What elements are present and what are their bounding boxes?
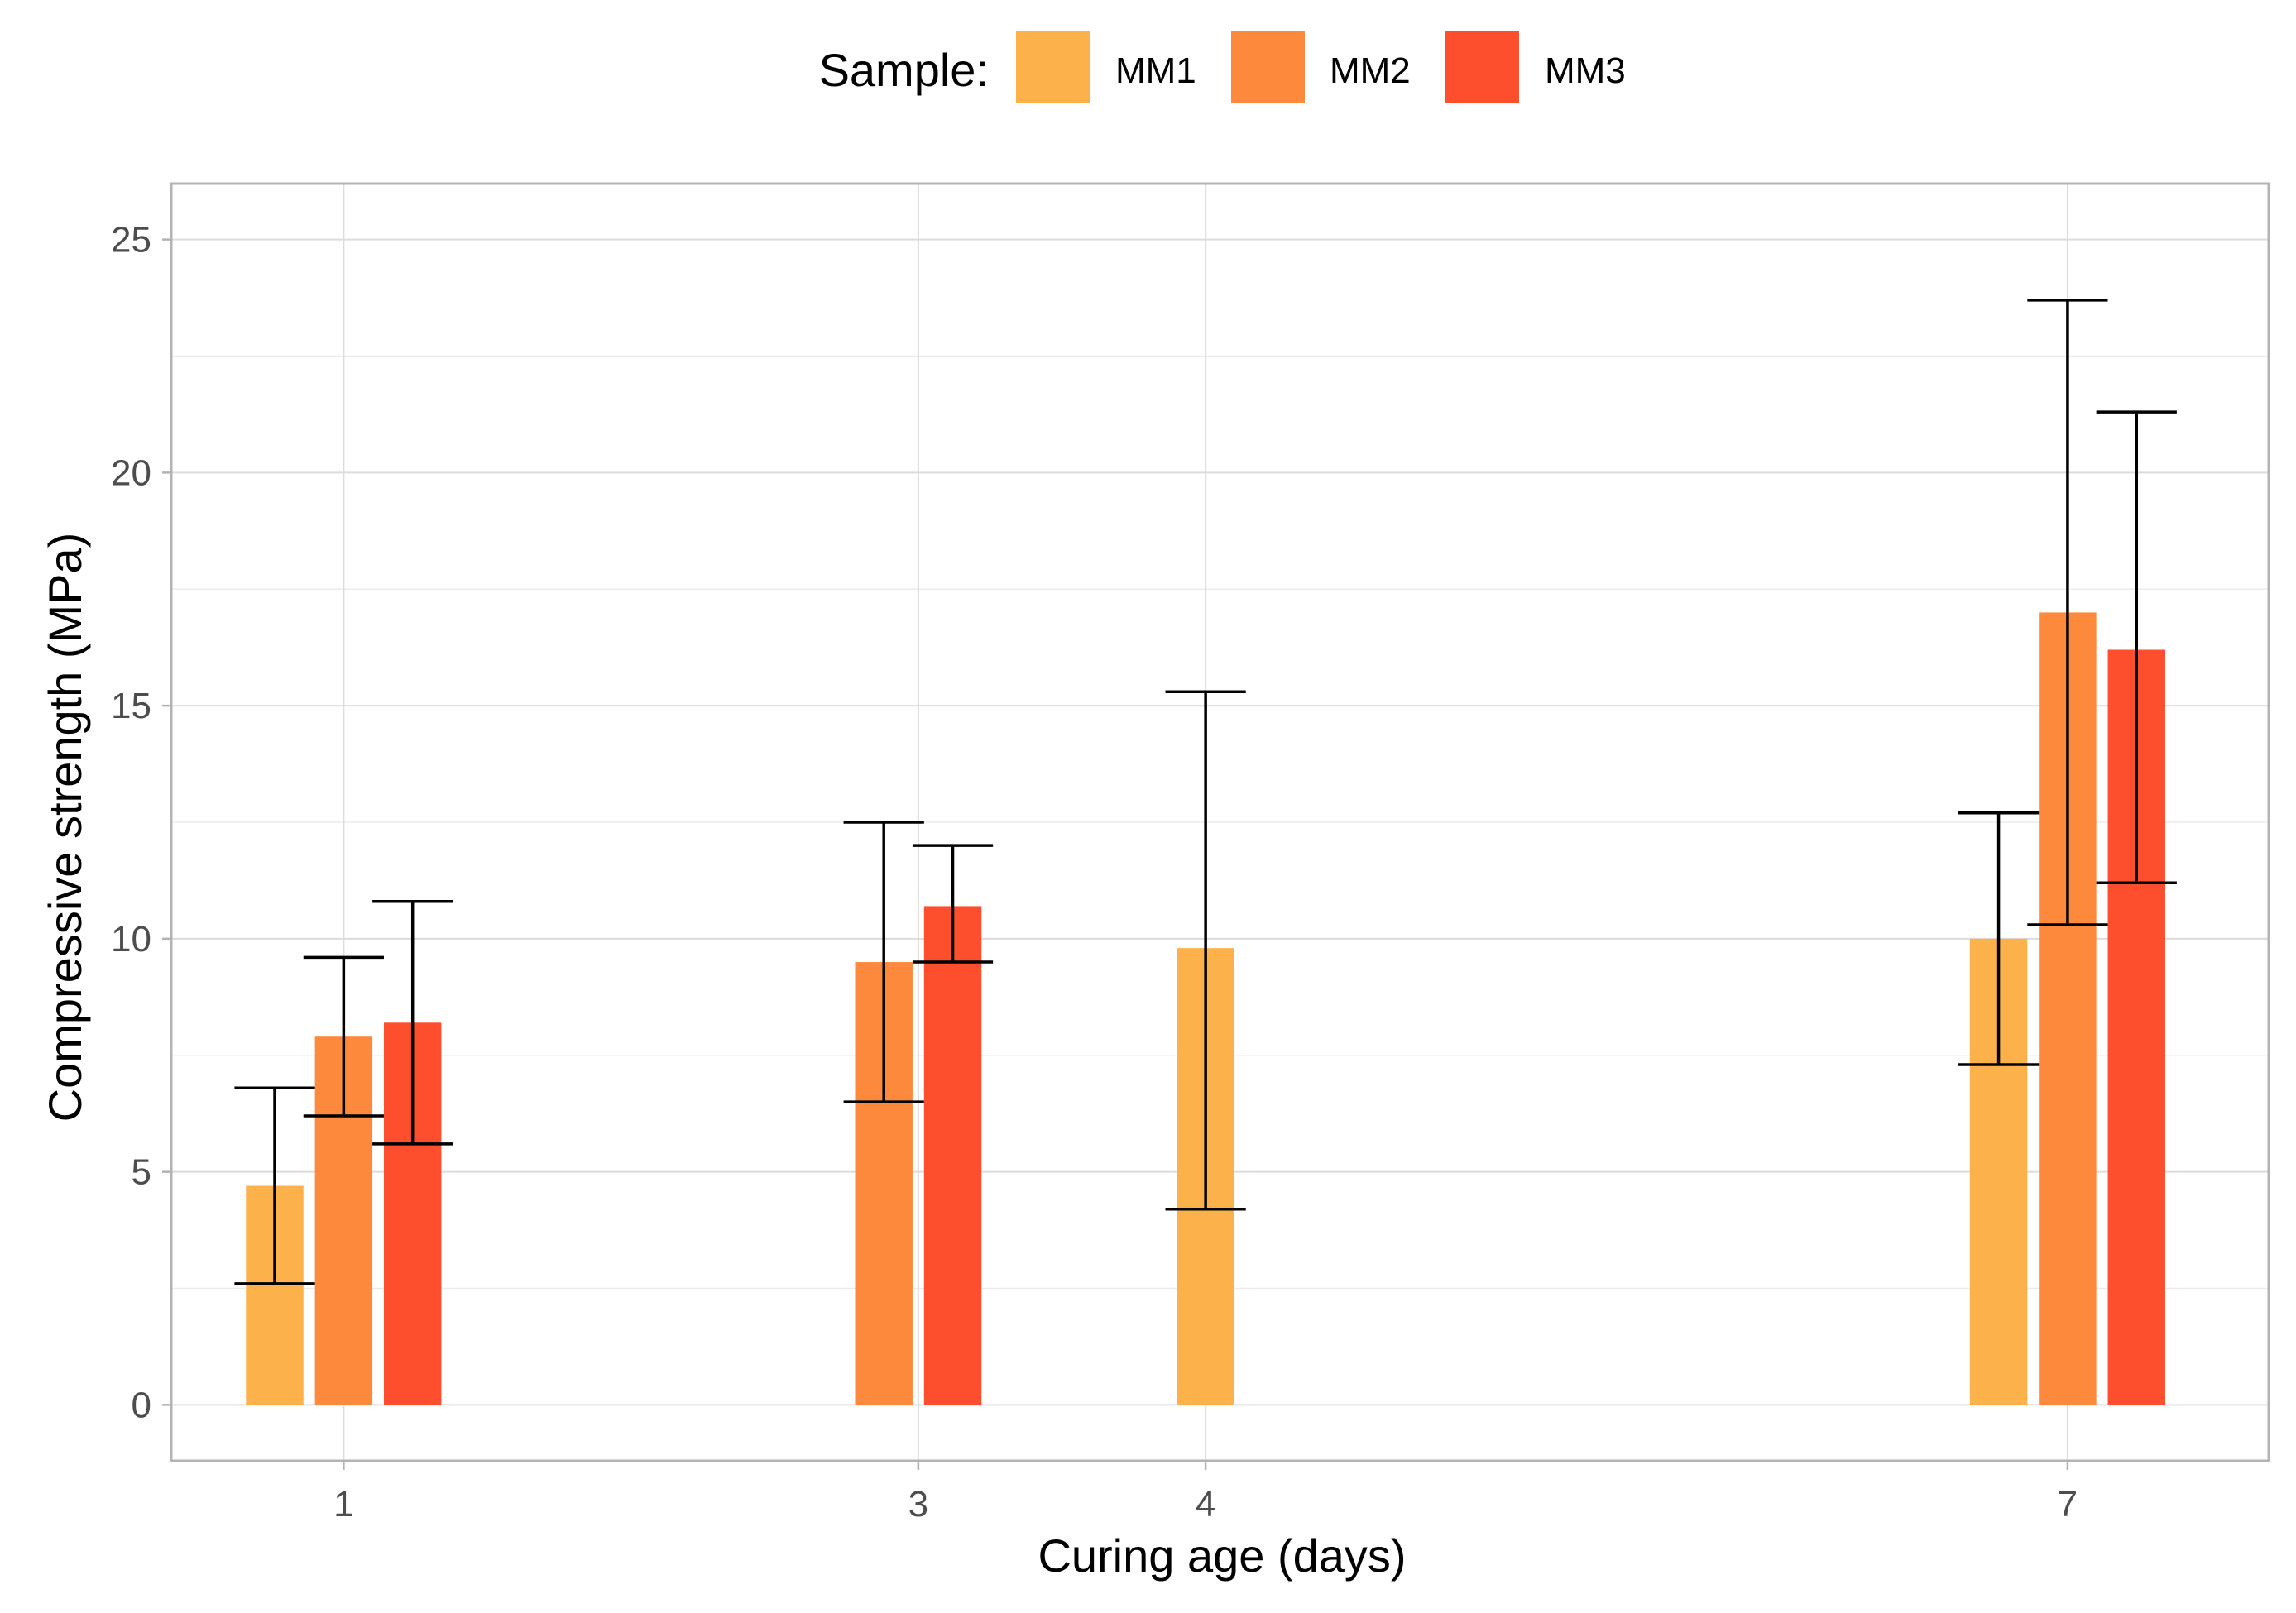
legend-title: Sample: (819, 44, 989, 96)
errorbar-mm3-day-3 (912, 844, 994, 964)
x-tick-label: 3 (908, 1484, 928, 1524)
errorbar-mm1-day-7 (1958, 811, 2040, 1066)
legend-label-mm2: MM2 (1330, 50, 1411, 91)
legend-swatch-mm2 (1231, 31, 1305, 103)
x-tick-label: 1 (333, 1484, 353, 1524)
y-axis-title: Compressive strength (MPa) (39, 533, 91, 1122)
legend-swatch-mm1 (1016, 31, 1090, 103)
legend-label-mm1: MM1 (1115, 50, 1196, 91)
y-tick-label: 5 (132, 1152, 151, 1193)
y-tick-label: 25 (111, 220, 151, 261)
y-tick-label: 15 (111, 686, 151, 726)
bar-mm3-day-3 (923, 906, 982, 1405)
errorbar-mm1-day-1 (234, 1086, 315, 1285)
x-tick-label: 4 (1196, 1484, 1215, 1524)
bars (246, 612, 2165, 1405)
errorbar-mm2-day-3 (843, 821, 924, 1103)
errorbar-mm3-day-1 (372, 900, 453, 1146)
x-axis: 1 3 4 7 (333, 1461, 2078, 1524)
error-bars (234, 299, 2177, 1285)
errorbar-mm2-day-7 (2027, 299, 2108, 926)
errorbar-mm3-day-7 (2096, 410, 2177, 885)
y-tick-label: 20 (111, 452, 151, 493)
legend-label-mm3: MM3 (1545, 50, 1626, 91)
y-tick-label: 0 (132, 1385, 151, 1425)
errorbar-mm2-day-1 (303, 955, 384, 1118)
plot-panel (170, 182, 2270, 1462)
legend-swatch-mm3 (1445, 31, 1519, 103)
legend-entry-mm2[interactable]: MM2 (1231, 31, 1411, 103)
x-axis-title: Curing age (days) (1038, 1529, 1406, 1582)
y-axis: 0 5 10 15 20 25 (111, 220, 171, 1425)
legend-entry-mm1[interactable]: MM1 (1016, 31, 1196, 103)
y-tick-label: 10 (111, 919, 151, 960)
errorbar-mm1-day-4 (1165, 690, 1246, 1211)
x-tick-label: 7 (2058, 1484, 2078, 1524)
legend: Sample: MM1 MM2 MM3 (819, 31, 1626, 103)
legend-entry-mm3[interactable]: MM3 (1445, 31, 1626, 103)
